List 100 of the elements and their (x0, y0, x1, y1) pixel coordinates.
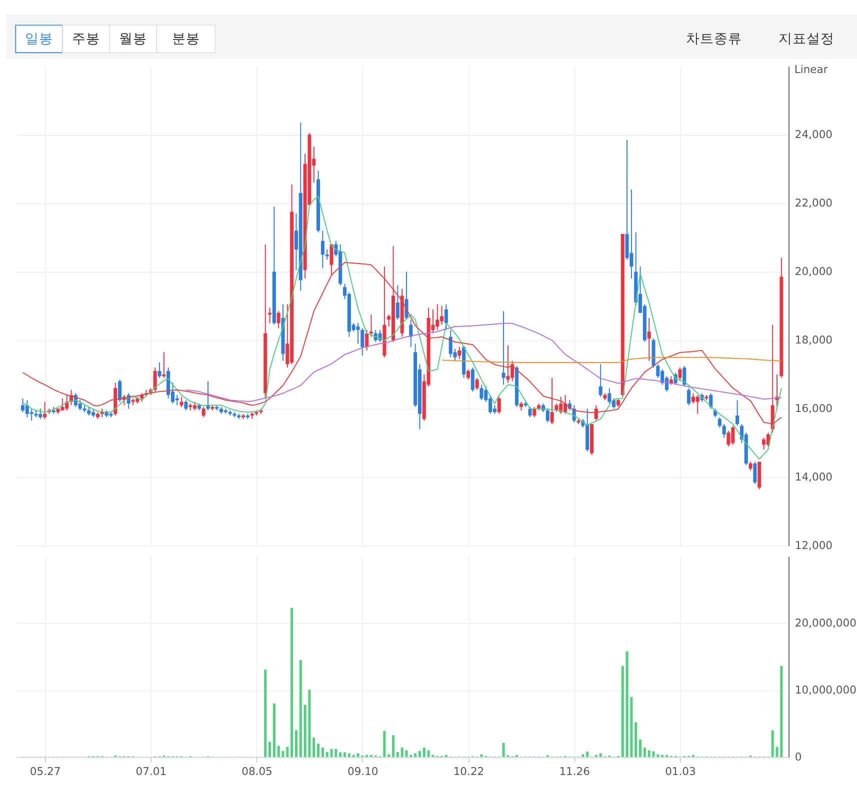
y-tick-label: 20,000 (794, 265, 833, 278)
line-series (185, 322, 782, 402)
candlestick (502, 310, 506, 386)
bar (405, 750, 408, 757)
bar (392, 735, 395, 757)
candlestick (409, 319, 413, 348)
x-tick-label: 08.05 (242, 765, 272, 778)
candlestick (497, 396, 501, 414)
x-tick-label: 11.26 (559, 765, 590, 778)
y-tick-label: 24,000 (794, 128, 833, 142)
bar (294, 730, 298, 757)
bar (626, 651, 628, 757)
candlestick (647, 317, 651, 362)
candlestick (325, 248, 329, 260)
candlestick (726, 430, 730, 447)
candlestick (458, 346, 462, 360)
candlestick (475, 377, 479, 390)
text: 지표설정 (778, 30, 835, 47)
candlestick (470, 367, 474, 392)
candlestick (396, 284, 400, 320)
bar (312, 738, 316, 757)
bar (383, 730, 386, 757)
y-tick-label: 14,000 (794, 470, 833, 484)
y-tick-label: 22,000 (794, 196, 833, 210)
line-series (22, 262, 782, 425)
text: Linear (794, 63, 828, 76)
candlestick (532, 406, 536, 418)
candlestick (330, 244, 334, 276)
candlestick (365, 329, 369, 351)
bar (388, 754, 390, 757)
candlestick (718, 416, 722, 428)
candlestick (369, 314, 373, 338)
candlestick (158, 362, 162, 378)
candlestick (546, 408, 550, 423)
candlestick (276, 310, 280, 329)
bar (422, 748, 426, 757)
candlestick (753, 461, 757, 485)
candlestick (528, 406, 532, 418)
y-tick-label: 10,000,000 (794, 684, 857, 697)
x-tick-label: 05.27 (30, 765, 61, 778)
y-tick-label: 18,000 (794, 334, 833, 347)
bar (586, 752, 589, 757)
text: 분봉 (172, 30, 200, 47)
candlestick (60, 398, 64, 411)
candlestick (404, 271, 408, 320)
bar (308, 690, 311, 757)
bar (418, 750, 421, 757)
candlestick (118, 379, 122, 402)
bar (356, 753, 360, 757)
text: 일봉 (25, 30, 54, 47)
candlestick (550, 377, 554, 425)
candlestick (687, 388, 691, 406)
candlestick (630, 189, 634, 280)
bar (643, 748, 646, 757)
text: 월봉 (119, 30, 148, 47)
bar (502, 742, 505, 757)
bar (480, 754, 483, 757)
x-tick-label: 09.10 (347, 765, 378, 778)
y-tick-label: 20,000,000 (794, 616, 857, 630)
x-tick-label: 07.01 (136, 765, 167, 778)
bar (264, 670, 267, 757)
candlestick (506, 344, 510, 384)
x-tick-label: 10.22 (453, 765, 484, 778)
candlestick (356, 322, 360, 344)
bar (343, 752, 346, 757)
bar (414, 753, 417, 757)
candlestick (709, 392, 713, 410)
candlestick (598, 364, 602, 398)
bar (639, 740, 642, 757)
candlestick (722, 424, 726, 438)
bar (427, 750, 430, 757)
candlestick (320, 230, 324, 269)
y-tick-label: 12,000 (794, 539, 833, 552)
candlestick (682, 365, 686, 387)
y-tick-label: 16,000 (794, 402, 833, 416)
candlestick (30, 408, 34, 422)
bar (652, 751, 655, 757)
candlestick (180, 396, 184, 408)
bar (339, 752, 342, 757)
bar (348, 753, 350, 757)
bar (634, 722, 638, 757)
y-tick-label: 0 (794, 750, 802, 764)
candlestick (184, 400, 188, 411)
candlestick (153, 367, 157, 392)
text: 주봉 (72, 30, 100, 47)
bar (621, 666, 624, 757)
candlestick (466, 368, 470, 380)
candlestick (678, 367, 682, 380)
candlestick (360, 328, 364, 356)
candlestick (20, 398, 25, 413)
candlestick (202, 406, 206, 418)
bar (321, 748, 324, 757)
candlestick (762, 437, 766, 450)
bar (290, 608, 294, 757)
candlestick (608, 388, 612, 404)
candlestick (736, 400, 740, 426)
text: 차트종류 (686, 30, 742, 47)
candlestick (696, 394, 700, 414)
bar (396, 752, 399, 757)
x-tick-label: 01.03 (665, 765, 696, 778)
